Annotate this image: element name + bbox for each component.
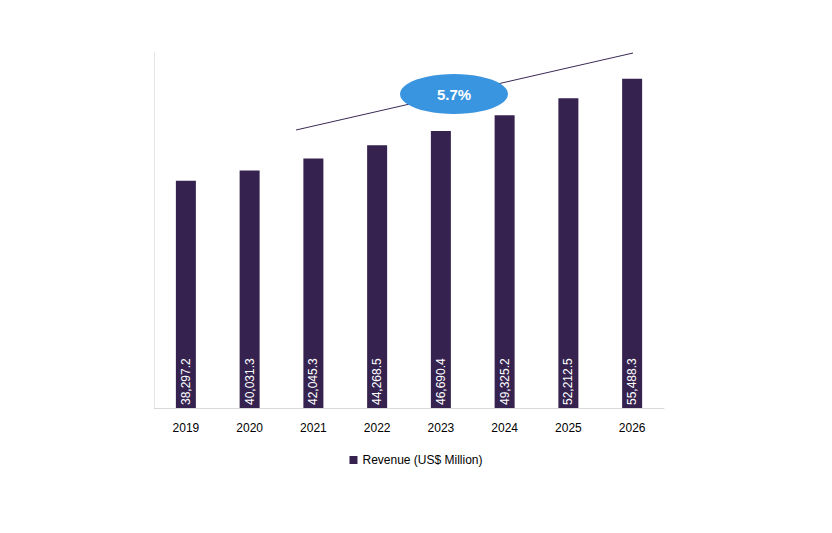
svg-text:2024: 2024 [491,421,518,435]
svg-text:Revenue (US$ Million): Revenue (US$ Million) [362,453,482,467]
svg-text:2026: 2026 [619,421,646,435]
svg-text:46,690.4: 46,690.4 [434,358,448,405]
svg-text:2021: 2021 [300,421,327,435]
svg-text:38,297.2: 38,297.2 [179,358,193,405]
svg-text:52,212.5: 52,212.5 [561,358,575,405]
svg-text:2023: 2023 [428,421,455,435]
svg-text:49,325.2: 49,325.2 [498,358,512,405]
svg-text:2019: 2019 [173,421,200,435]
svg-text:5.7%: 5.7% [437,86,471,103]
svg-text:2025: 2025 [555,421,582,435]
svg-text:42,045.3: 42,045.3 [306,358,320,405]
svg-text:44,268.5: 44,268.5 [370,358,384,405]
svg-text:55,488.3: 55,488.3 [625,358,639,405]
svg-text:40,031.3: 40,031.3 [243,358,257,405]
svg-text:2020: 2020 [236,421,263,435]
svg-text:2022: 2022 [364,421,391,435]
